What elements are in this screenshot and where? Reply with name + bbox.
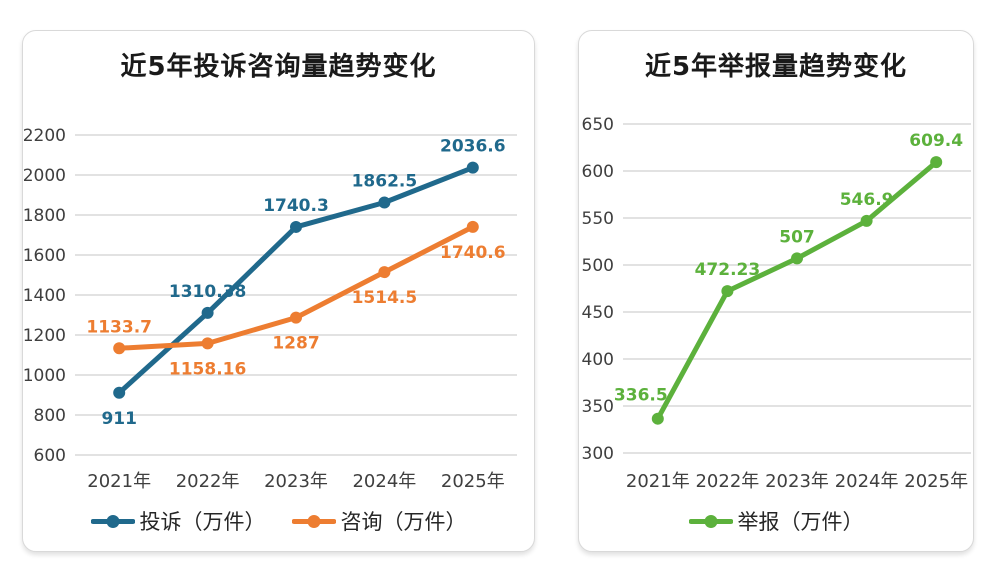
line-marker-swatch-icon <box>291 514 336 528</box>
data-label: 1158.16 <box>169 359 246 379</box>
x-tick-label: 2023年 <box>765 471 829 492</box>
y-tick-label: 400 <box>582 350 614 370</box>
y-tick-label: 350 <box>582 397 614 417</box>
y-tick-label: 1600 <box>23 246 66 266</box>
y-tick-label: 1400 <box>23 286 66 306</box>
data-label: 2036.6 <box>440 137 506 157</box>
chart-title-reports: 近5年举报量趋势变化 <box>644 52 908 82</box>
series-line <box>655 159 939 422</box>
x-tick-label: 2024年 <box>835 471 899 492</box>
data-label: 1133.7 <box>86 317 152 337</box>
complaints-consultations-line-chart: 600 800 1000 1200 1400 1600 1800 2000 2200 2021年 2… <box>23 126 517 492</box>
line-marker-swatch-icon <box>90 514 135 528</box>
data-point-marker <box>721 285 734 298</box>
chart-legend: 举报（万件） <box>579 495 973 547</box>
x-tick-label: 2025年 <box>441 471 505 492</box>
data-point-marker <box>466 220 479 233</box>
y-tick-label: 800 <box>34 406 66 426</box>
data-label: 1862.5 <box>352 172 418 192</box>
data-point-marker <box>651 412 664 425</box>
reports-line-chart: 300 350 400 450 500 550 600 650 2021年 2022年 2023年 2… <box>582 115 971 492</box>
y-tick-label: 1200 <box>23 326 66 346</box>
line-marker-swatch-icon <box>688 514 733 528</box>
data-label: 472.23 <box>695 260 761 280</box>
reports-chart-card: 近5年举报量趋势变化 300 350 400 450 500 550 600 650 2021年… <box>578 30 974 552</box>
y-tick-label: 450 <box>582 303 614 323</box>
x-tick-label: 2021年 <box>626 471 690 492</box>
data-point-marker <box>791 252 803 265</box>
data-point-marker <box>930 156 943 169</box>
chart-legend: 投诉（万件） 咨询（万件） <box>23 495 534 547</box>
y-tick-label: 300 <box>582 444 614 464</box>
data-label: 546.9 <box>840 190 894 210</box>
y-tick-label: 650 <box>582 115 614 135</box>
data-point-marker <box>290 220 302 233</box>
x-tick-label: 2022年 <box>695 471 759 492</box>
data-label: 336.5 <box>614 386 668 406</box>
y-tick-label: 550 <box>582 209 614 229</box>
x-tick-label: 2024年 <box>352 471 416 492</box>
y-tick-label: 2000 <box>23 166 66 186</box>
legend-item-complaints: 投诉（万件） <box>90 506 266 536</box>
complaints-consultations-chart-card: 近5年投诉咨询量趋势变化 600 800 1000 1200 1400 1600 1800 2… <box>22 30 535 552</box>
data-label: 507 <box>779 227 815 247</box>
data-point-marker <box>201 306 214 319</box>
y-tick-label: 1800 <box>23 206 66 226</box>
data-point-marker <box>290 311 302 324</box>
y-tick-label: 1000 <box>23 366 66 386</box>
y-tick-label: 500 <box>582 256 614 276</box>
data-label: 911 <box>101 409 137 429</box>
data-point-marker <box>860 214 873 227</box>
x-tick-label: 2022年 <box>176 471 240 492</box>
legend-item-reports: 举报（万件） <box>688 506 864 536</box>
data-point-marker <box>378 266 391 279</box>
data-label: 609.4 <box>909 131 963 151</box>
data-label: 1514.5 <box>352 288 418 308</box>
data-label: 1740.3 <box>263 196 329 216</box>
legend-label-reports: 举报（万件） <box>737 510 864 534</box>
legend-item-consultations: 咨询（万件） <box>291 506 467 536</box>
data-point-marker <box>201 337 214 350</box>
x-tick-label: 2021年 <box>87 471 151 492</box>
x-tick-label: 2025年 <box>904 471 968 492</box>
data-point-marker <box>466 161 479 174</box>
data-point-marker <box>113 342 126 355</box>
data-point-marker <box>378 196 391 209</box>
x-tick-label: 2023年 <box>264 471 328 492</box>
y-tick-label: 2200 <box>23 126 66 146</box>
data-point-marker <box>113 386 126 399</box>
y-tick-label: 600 <box>34 446 66 466</box>
legend-label-complaints: 投诉（万件） <box>139 510 266 534</box>
data-label: 1287 <box>272 334 319 354</box>
chart-title-complaints-consultations: 近5年投诉咨询量趋势变化 <box>120 52 437 82</box>
legend-label-consultations: 咨询（万件） <box>340 510 467 534</box>
y-tick-label: 600 <box>582 162 614 182</box>
data-label: 1740.6 <box>440 243 506 263</box>
